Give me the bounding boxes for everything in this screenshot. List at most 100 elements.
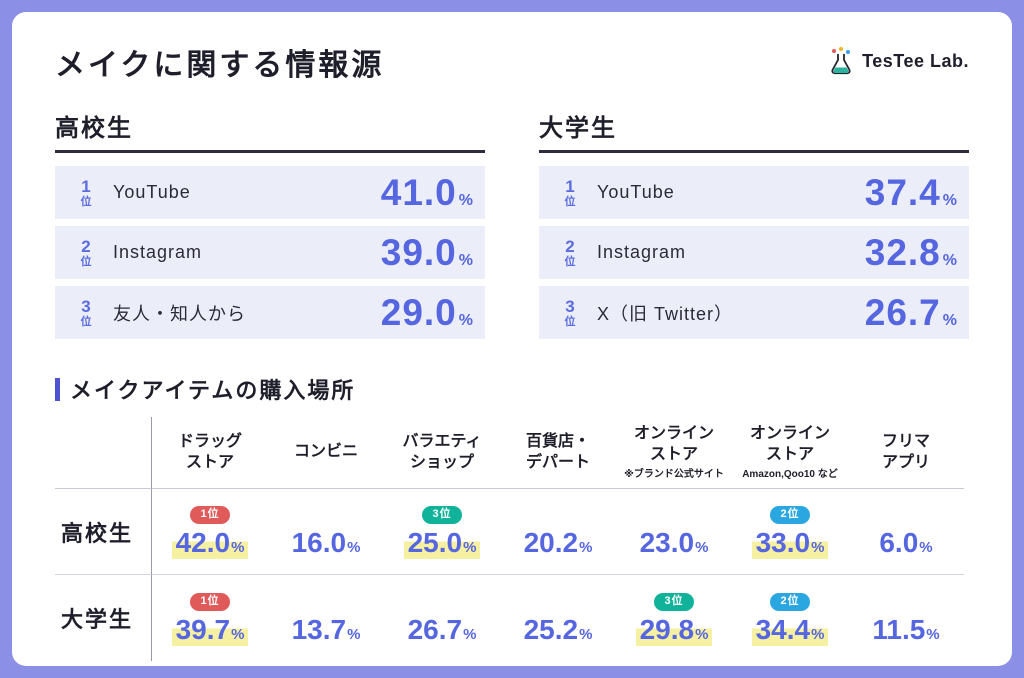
badge-slot: 1位	[190, 591, 230, 613]
rank-value-unit: %	[458, 311, 473, 329]
cell-number: 26.7	[407, 613, 463, 645]
rank-number: 3	[565, 296, 575, 316]
cell-unit: %	[579, 539, 593, 556]
rank-row: 2 位 Instagram 32.8 %	[539, 226, 969, 279]
cell-value: 26.7 %	[408, 614, 477, 646]
cell-number: 34.4	[755, 613, 811, 645]
cell-number: 23.0	[639, 527, 695, 558]
column-header-online-official: オンライン ストア ※ブランド公式サイト	[616, 417, 732, 489]
cell-value: 34.4 %	[751, 613, 829, 646]
rank-value-number: 37.4	[864, 171, 941, 213]
rank-position: 2 位	[75, 238, 97, 268]
cell-unit: %	[919, 539, 933, 556]
cell-value: 29.8 %	[635, 613, 713, 646]
rank-label: YouTube	[113, 182, 191, 202]
cell-value: 25.2 %	[524, 614, 593, 646]
badge-slot: 3位	[422, 504, 462, 526]
column-header-department: 百貨店・ デパート	[500, 417, 616, 489]
cell-value: 39.7 %	[171, 613, 249, 646]
rank-position: 1 位	[75, 178, 97, 208]
rank-value-unit: %	[942, 251, 957, 269]
cell-unit: %	[926, 625, 940, 643]
table-cell: 1位 42.0 %	[152, 489, 268, 575]
rank-value-number: 39.0	[380, 231, 457, 273]
title-accent-bar	[55, 377, 60, 401]
rank-number: 2	[565, 236, 575, 256]
rank-number: 1	[81, 176, 91, 196]
cell-number: 25.0	[407, 527, 463, 558]
table-corner	[55, 417, 152, 489]
rank-row: 3 位 X（旧 Twitter） 26.7 %	[539, 286, 969, 339]
rank-label: 友人・知人から	[113, 303, 246, 324]
cell-value: 42.0 %	[171, 527, 249, 559]
rank-value-number: 29.0	[380, 291, 457, 333]
rank-value-unit: %	[942, 191, 957, 209]
cell-unit: %	[579, 625, 593, 643]
rank-position: 3 位	[75, 298, 97, 328]
cell-unit: %	[347, 625, 361, 643]
rank-suffix: 位	[80, 195, 92, 208]
cell-unit: %	[463, 625, 477, 643]
logo-text: TesTee Lab.	[862, 50, 969, 71]
group-title-highschool: 高校生	[55, 108, 485, 153]
cell-number: 25.2	[523, 613, 579, 645]
purchase-title-text: メイクアイテムの購入場所	[70, 378, 356, 403]
cell-number: 11.5	[872, 613, 926, 645]
cell-value: 33.0 %	[751, 527, 829, 559]
badge-slot: 1位	[190, 504, 230, 526]
info-source-rankings: 高校生 1 位 YouTube 41.0 % 2 位	[55, 108, 969, 339]
cell-unit: %	[463, 539, 477, 556]
rank-row: 2 位 Instagram 39.0 %	[55, 226, 485, 279]
table-cell: 11.5 %	[848, 575, 964, 661]
rank-value-unit: %	[458, 191, 473, 209]
rank-row: 1 位 YouTube 41.0 %	[55, 166, 485, 219]
cell-number: 13.7	[291, 613, 347, 645]
table-cell: 6.0 %	[848, 489, 964, 575]
cell-value: 16.0 %	[292, 527, 361, 559]
cell-value: 25.0 %	[403, 527, 481, 559]
cell-number: 16.0	[291, 527, 347, 558]
purchase-table: ドラッグ ストア コンビニ バラエティ ショップ 百貨店・ デパート オンライン…	[55, 417, 969, 661]
column-header-variety: バラエティ ショップ	[384, 417, 500, 489]
badge-slot: 2位	[770, 504, 810, 526]
flask-icon	[831, 47, 851, 75]
group-title-university: 大学生	[539, 108, 969, 153]
rank-position: 3 位	[559, 298, 581, 328]
table-cell: 23.0 %	[616, 489, 732, 575]
rank-number: 2	[81, 236, 91, 256]
cell-unit: %	[347, 539, 361, 556]
column-header-label: コンビニ	[293, 443, 358, 461]
rank-suffix: 位	[564, 195, 576, 208]
column-header-label: フリマ アプリ	[881, 432, 930, 471]
cell-unit: %	[811, 625, 825, 643]
row-label-university: 大学生	[55, 575, 152, 661]
rank-value: 41.0 %	[381, 172, 473, 214]
cell-unit: %	[695, 625, 709, 643]
rank-value: 39.0 %	[381, 232, 473, 274]
rank-number: 3	[81, 296, 91, 316]
cell-number: 42.0	[175, 527, 231, 558]
badge-slot: 3位	[654, 591, 694, 613]
rank-label: X（旧 Twitter）	[597, 303, 734, 324]
badge-slot: 2位	[770, 591, 810, 613]
table-cell: 26.7 %	[384, 575, 500, 661]
ranking-highschool: 高校生 1 位 YouTube 41.0 % 2 位	[55, 108, 485, 339]
rank-value: 26.7 %	[865, 292, 957, 334]
cell-value: 23.0 %	[640, 527, 709, 559]
rank-1-badge: 1位	[190, 592, 230, 611]
rank-1-badge: 1位	[190, 506, 230, 524]
purchase-section-title: メイクアイテムの購入場所	[55, 373, 969, 405]
rank-position: 1 位	[559, 178, 581, 208]
rank-value: 32.8 %	[865, 232, 957, 274]
rank-row: 3 位 友人・知人から 29.0 %	[55, 286, 485, 339]
cell-value: 13.7 %	[292, 614, 361, 646]
rank-value-unit: %	[942, 311, 957, 329]
rank-value-number: 26.7	[864, 291, 941, 333]
cell-number: 39.7	[175, 613, 231, 645]
rank-suffix: 位	[564, 315, 576, 328]
rank-suffix: 位	[80, 255, 92, 268]
column-header-label: オンライン ストア	[749, 425, 830, 463]
rank-2-badge: 2位	[770, 506, 810, 524]
cell-unit: %	[695, 539, 709, 556]
rank-value: 37.4 %	[865, 172, 957, 214]
